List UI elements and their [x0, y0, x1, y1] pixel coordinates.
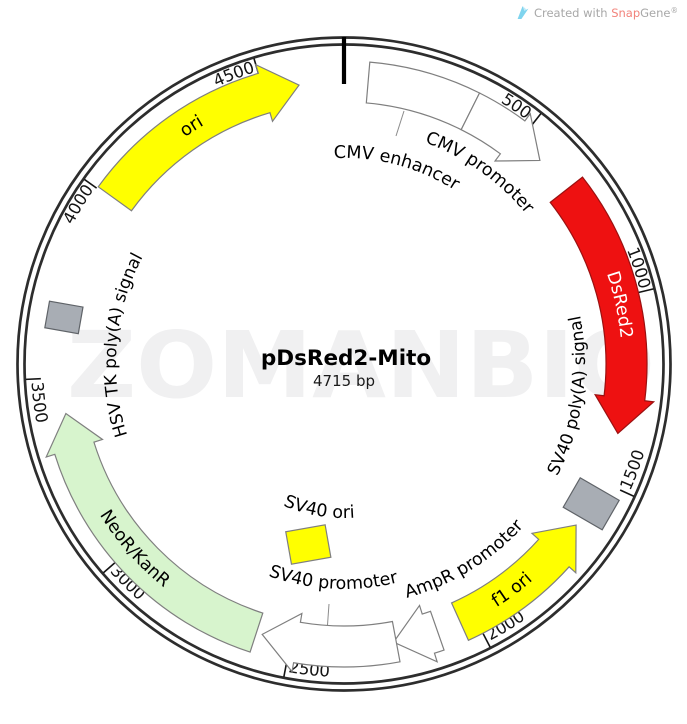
feature-sv40-ori [285, 524, 332, 565]
feature-sv40-poly-a-signal [562, 477, 621, 531]
feature-neor-kanr [45, 412, 264, 653]
tick-label-1500: 1500 [616, 447, 648, 492]
credit-prefix: Created with [533, 5, 612, 20]
tick-3500 [25, 377, 41, 381]
plasmid-title: pDsRed2-Mito [261, 346, 431, 371]
tick-1000 [638, 288, 654, 294]
tick-2000 [482, 633, 491, 648]
tick-500 [530, 113, 542, 126]
snapgene-logo-icon [517, 6, 529, 19]
feature-cmv-enhancer [365, 61, 481, 131]
feature-sv40-promoter [261, 612, 401, 674]
watermark-text: ZOMANBIO [67, 312, 655, 419]
feature-hsv-tk-poly-a-signal [44, 300, 84, 335]
feature-ori [97, 63, 300, 212]
plasmid-size-label: 4715 bp [313, 372, 375, 390]
feature-dsred2 [549, 176, 656, 435]
tick-4000 [83, 178, 98, 189]
feature-label-sv40-promoter: SV40 promoter [267, 562, 401, 594]
feature-label-sv40-ori: SV40 ori [281, 491, 355, 523]
credit-registered-mark: ® [670, 5, 679, 15]
feature-ampr-promoter [392, 604, 445, 663]
tick-label-3500: 3500 [27, 381, 51, 424]
credit-brand-snap: Snap [611, 5, 641, 20]
snapgene-credit: Created with SnapGene® [515, 5, 678, 20]
credit-brand-gene: Gene [640, 5, 671, 20]
feature-f1-ori [450, 524, 577, 642]
tick-3000 [102, 562, 116, 574]
credit-text: Created with SnapGene® [534, 6, 678, 20]
tick-1500 [619, 489, 635, 497]
tick-label-4000: 4000 [59, 181, 97, 227]
label-leader-line-1 [395, 110, 405, 137]
feature-cmv-promoter [460, 92, 541, 162]
